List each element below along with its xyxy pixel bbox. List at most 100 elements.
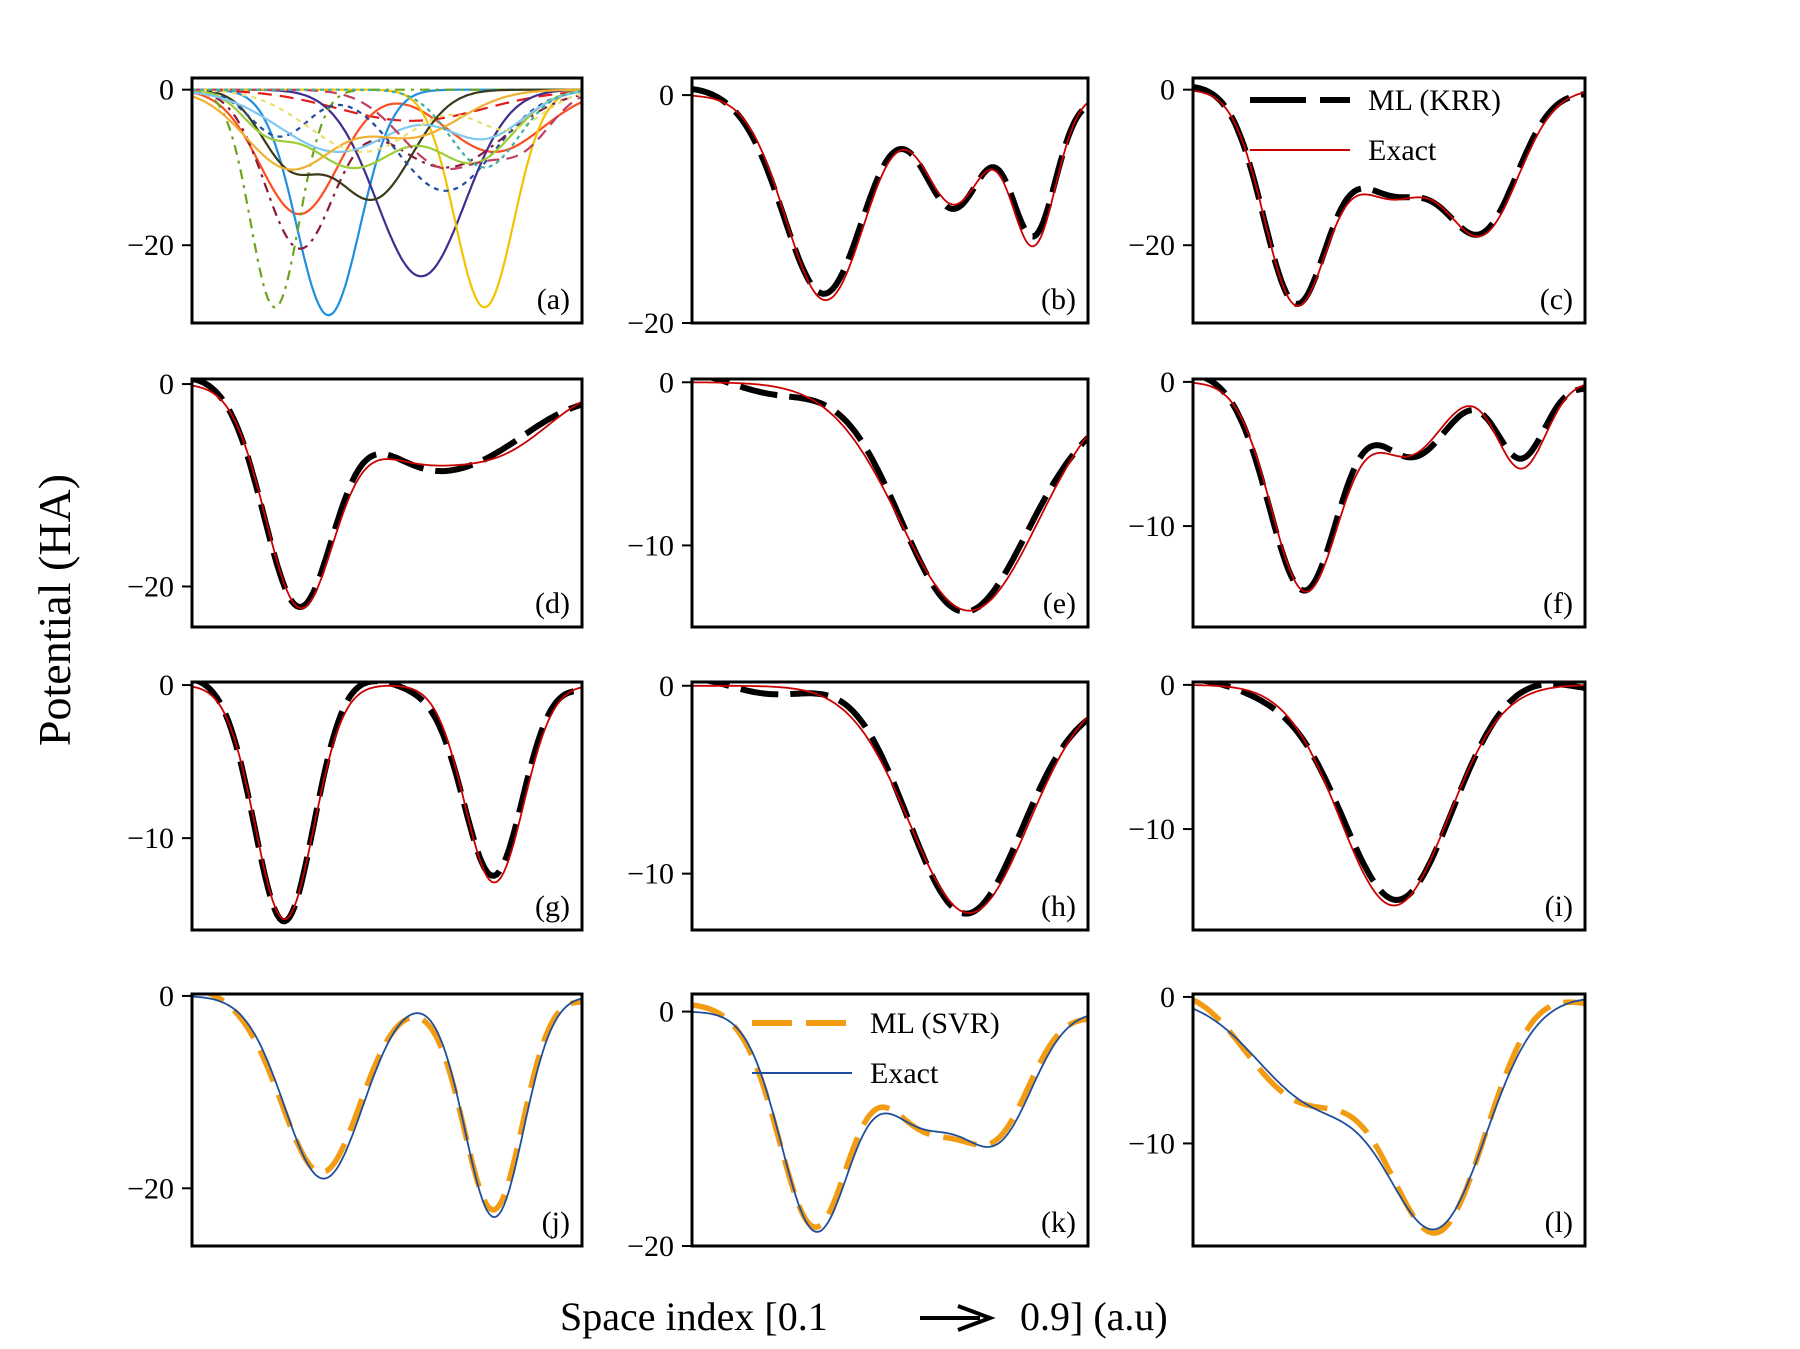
curves-j [192, 994, 582, 1219]
exact-line-f [1193, 381, 1585, 593]
ml-svr-line-k [692, 1002, 1088, 1231]
series-sample-11 [192, 90, 582, 153]
ml-krr-line-h [697, 682, 1088, 917]
axes-frame-k [690, 992, 1090, 1248]
panel-g: 0 −10 (g) [127, 669, 584, 932]
legend-k: ML (SVR) Exact [752, 1007, 1000, 1090]
curves-f [1193, 379, 1585, 594]
curves-e [692, 379, 1088, 615]
y-tick-label-k-1: −20 [627, 1230, 674, 1263]
panel-label-d: (d) [535, 587, 570, 620]
x-axis-title-arrow-icon [957, 1304, 996, 1332]
ml-svr-line-j [202, 994, 582, 1213]
panel-b: 0 −20 (b) [627, 76, 1090, 340]
y-tick-label-k-0: 0 [659, 996, 674, 1029]
panel-d: 0 −20 (d) [127, 368, 584, 629]
curves-h [692, 682, 1088, 917]
y-tick-label-f-0: 0 [1160, 366, 1175, 399]
axes-frame-e [690, 377, 1090, 629]
y-tick-label-h-0: 0 [659, 670, 674, 703]
legend-label-k-1: Exact [870, 1057, 939, 1090]
ml-krr-line-f [1199, 379, 1585, 594]
y-tick-label-g-0: 0 [159, 669, 174, 702]
curves-i [1193, 682, 1585, 907]
legend-label-c-0: ML (KRR) [1368, 84, 1501, 117]
y-tick-label-d-1: −20 [127, 571, 174, 604]
y-tick-label-a-0: 0 [159, 74, 174, 107]
y-tick-label-j-0: 0 [159, 980, 174, 1013]
curves-g [192, 682, 582, 925]
series-sample-13 [192, 89, 582, 154]
exact-line-g [192, 684, 582, 921]
y-tick-label-l-1: −10 [1128, 1127, 1175, 1160]
legend-label-c-1: Exact [1368, 134, 1437, 167]
series-sample-15 [192, 88, 582, 169]
y-tick-label-e-1: −10 [627, 529, 674, 562]
y-tick-label-j-1: −20 [127, 1172, 174, 1205]
exact-line-e [692, 381, 1088, 612]
panel-a: 0 −20 (a) [127, 74, 584, 325]
series-sample-8 [192, 88, 582, 202]
series-sample-6 [192, 88, 582, 309]
y-tick-label-c-0: 0 [1160, 74, 1175, 107]
y-tick-label-b-1: −20 [627, 307, 674, 340]
curves-k [692, 1002, 1088, 1233]
panel-c: 0 −20 (c) [1128, 74, 1587, 325]
y-tick-label-a-1: −20 [127, 229, 174, 262]
exact-line-d [192, 384, 582, 610]
ml-krr-line-b [692, 86, 1088, 297]
curves-l [1193, 997, 1585, 1236]
x-axis-title-prefix: Space index [0.1 [560, 1294, 828, 1339]
series-sample-7 [192, 89, 582, 250]
series-sample-1 [192, 88, 582, 122]
axes-frame-l [1191, 992, 1587, 1248]
axes-frame-f [1191, 377, 1587, 629]
axes-frame-g [190, 680, 584, 932]
panel-f: 0 −10 (f) [1128, 366, 1587, 629]
panel-label-b: (b) [1041, 283, 1076, 316]
ml-svr-line-l [1193, 997, 1585, 1236]
panel-e: 0 −10 (e) [627, 366, 1090, 629]
axes-frame-b [690, 76, 1090, 325]
x-axis-title-suffix: 0.9] (a.u) [1020, 1294, 1168, 1339]
panel-label-k: (k) [1041, 1206, 1076, 1239]
x-axis-title: Space index [0.1 0.9] (a.u) [560, 1294, 1168, 1339]
legend-c: ML (KRR) Exact [1250, 84, 1501, 167]
series-sample-2 [192, 91, 582, 216]
y-tick-label-c-1: −20 [1128, 229, 1175, 262]
legend-label-k-0: ML (SVR) [870, 1007, 1000, 1040]
axes-frame-h [690, 680, 1090, 932]
ml-krr-line-d [192, 379, 582, 611]
y-tick-label-i-1: −10 [1128, 813, 1175, 846]
curves-b [692, 86, 1088, 302]
axes-frame-j [190, 992, 584, 1248]
y-tick-label-g-1: −10 [127, 822, 174, 855]
ml-krr-line-i [1193, 682, 1585, 904]
panel-k: 0 −20 (k) [627, 992, 1090, 1263]
curves-d [192, 379, 582, 611]
y-tick-label-l-0: 0 [1160, 981, 1175, 1014]
exact-line-h [692, 684, 1088, 915]
panel-label-e: (e) [1043, 587, 1076, 620]
axes-frame-i [1191, 680, 1587, 932]
series-sample-12 [192, 88, 582, 171]
axes-frame-d [190, 377, 584, 629]
panel-h: 0 −10 (h) [627, 670, 1090, 932]
panel-label-a: (a) [537, 283, 570, 316]
y-axis-title: Potential (HA) [29, 474, 80, 746]
curves-c [1193, 84, 1585, 307]
panel-l: 0 −10 (l) [1128, 981, 1587, 1248]
exact-line-l [1193, 998, 1585, 1231]
axes-frame-c [1191, 76, 1587, 325]
y-tick-label-d-0: 0 [159, 368, 174, 401]
panel-label-c: (c) [1540, 283, 1573, 316]
exact-line-j [192, 995, 582, 1219]
panel-j: 0 −20 (j) [127, 980, 584, 1248]
exact-line-c [1193, 89, 1585, 307]
panel-label-h: (h) [1041, 890, 1076, 923]
curves-a [192, 88, 582, 317]
exact-line-k [692, 1011, 1088, 1233]
y-tick-label-h-1: −10 [627, 858, 674, 891]
y-tick-label-b-0: 0 [659, 79, 674, 112]
